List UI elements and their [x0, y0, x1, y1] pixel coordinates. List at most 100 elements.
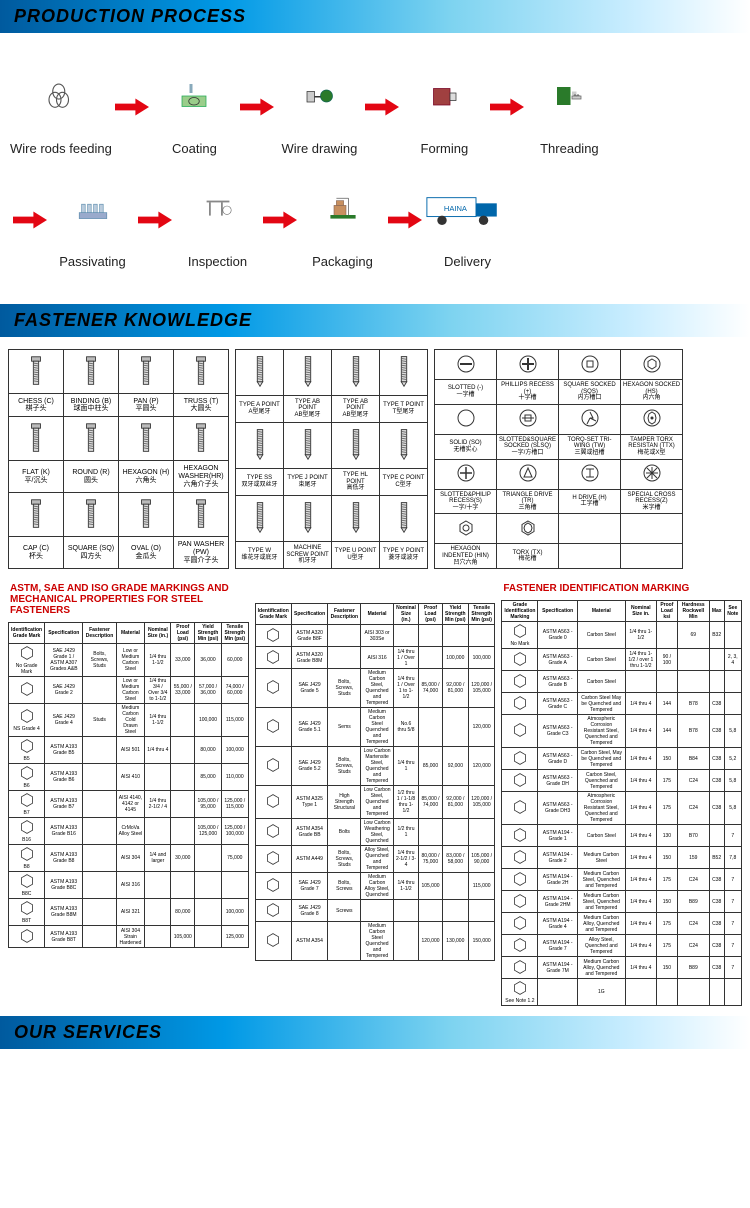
mark-cell [255, 625, 291, 647]
mark-cell [502, 649, 538, 671]
td: 85,000 / 74,000 [419, 786, 442, 819]
mark-cell: No Mark [502, 622, 538, 649]
mark-cell [502, 715, 538, 748]
process-step: HAINA Delivery [425, 171, 510, 269]
icon-cell [9, 493, 64, 537]
td: Carbon Steel, May be Quenched and Temper… [577, 748, 625, 770]
icon-cell [236, 350, 284, 396]
td: 80,000 [171, 899, 195, 926]
drive-label-cell: SLOTTED&SQUARE SOCKED (SLSQ)一字/方槽口 [497, 434, 559, 459]
td [656, 671, 677, 693]
drive-label-cell: TORQ-SET TRI-WING (TW)三翼或扭槽 [559, 434, 621, 459]
td: ASTM A563 - Grade C [538, 693, 577, 715]
label-cell: ROUND (R)圆头 [64, 461, 119, 493]
label-cell: OVAL (O)金瓜头 [119, 537, 174, 569]
mark-cell: See Note 1.2 [502, 979, 538, 1006]
process-icon [175, 171, 260, 246]
td: Bolts [328, 819, 361, 846]
td: Atmospheric Corrosion Resistant Steel, Q… [577, 715, 625, 748]
td: ASTM A563 - Grade B [538, 671, 577, 693]
process-row-2: Passivating Inspection Packaging HAINA D… [10, 171, 740, 269]
td [468, 900, 494, 922]
td: AISI 304 Strain Hardened [116, 926, 145, 948]
drive-icon-cell [497, 459, 559, 489]
th: Nominal Size (in.) [393, 604, 419, 625]
drive-label-cell: TRIANGLE DRIVE (TR)三角槽 [497, 489, 559, 514]
td: ASTM A354 [291, 922, 328, 961]
td [442, 625, 468, 647]
td: Low or Medium Carbon Steel [116, 677, 145, 704]
td: AISI 316 [116, 872, 145, 899]
td [419, 819, 442, 846]
svg-text:HAINA: HAINA [444, 203, 468, 212]
process-label: Wire rods feeding [10, 141, 112, 156]
drive-icon-cell [497, 350, 559, 380]
td [393, 625, 419, 647]
td: Low Carbon Weathering Steel, Quenched [361, 819, 393, 846]
td: 125,000 / 100,000 [221, 818, 248, 845]
td: ASTM A563 - Grade DH3 [538, 792, 577, 825]
td: Alloy Steel, Quenched and Tempered [577, 935, 625, 957]
td: 7 [724, 891, 741, 913]
mark-cell [502, 891, 538, 913]
process-step: Wire rods feeding [10, 58, 112, 156]
mark-cell [255, 747, 291, 786]
td [468, 819, 494, 846]
label-cell: TYPE Y POINT菱牙或波牙 [380, 541, 428, 569]
th: See Note [724, 601, 741, 622]
drive-label-cell: SLOTTED&PHILIP RECESS(S)一字/十字 [435, 489, 497, 514]
td [195, 926, 222, 948]
td: Medium Carbon Steel [577, 847, 625, 869]
arrow-icon [260, 183, 300, 258]
drive-types-table: SLOTTED (-)一字槽PHILLIPS RECESS (+)十字槽SQUA… [434, 349, 683, 569]
mark-cell [502, 957, 538, 979]
th: Identification Grade Mark [9, 623, 45, 644]
td: 105,000 / 95,000 [195, 791, 222, 818]
mark-cell [255, 922, 291, 961]
td: No.6 thru 5/8 [393, 708, 419, 747]
td: 175 [656, 770, 677, 792]
td: Carbon Steel [577, 825, 625, 847]
td: 80,000 [195, 737, 222, 764]
td: 7 [724, 935, 741, 957]
th: Nominal Size (in.) [145, 623, 171, 644]
icon-cell [380, 423, 428, 469]
td: AISI 4140, 4142 or 4145 [116, 791, 145, 818]
td [442, 873, 468, 900]
mark-cell [502, 748, 538, 770]
td: 55,000 / 33,000 [171, 677, 195, 704]
td [83, 818, 116, 845]
td: Studs [83, 704, 116, 737]
td [361, 900, 393, 922]
td: ASTM A193 Grade B8C [45, 872, 83, 899]
icon-cell [64, 493, 119, 537]
mark-cell [255, 846, 291, 873]
td: 1/2 thru 1 [393, 819, 419, 846]
td: C38 [709, 770, 724, 792]
td: SAE J429 Grade 5 [291, 669, 328, 708]
mech-right-table: Grade Identification MarkingSpecificatio… [501, 600, 742, 1006]
process-icon [152, 58, 237, 133]
process-step: Wire drawing [277, 58, 362, 156]
arrow-icon [362, 70, 402, 145]
section-header-services: OUR SERVICES [0, 1016, 750, 1049]
td: 150 [656, 957, 677, 979]
td: ASTM A194 - Grade 7M [538, 957, 577, 979]
label-cell: TYPE J POINT束尾牙 [284, 468, 332, 496]
td: 1/4 thru 4 [625, 957, 656, 979]
icon-cell [332, 496, 380, 542]
td [709, 979, 724, 1006]
td: 1/4 thru 4 [625, 891, 656, 913]
td [195, 899, 222, 926]
mark-cell: B8T [9, 899, 45, 926]
mark-cell [502, 847, 538, 869]
label-cell: CAP (C)杯头 [9, 537, 64, 569]
td [656, 979, 677, 1006]
td: 105,000 / 125,000 [195, 818, 222, 845]
td: C24 [677, 792, 709, 825]
td: Atmospheric Corrosion Resistant Steel, Q… [577, 792, 625, 825]
icon-cell [64, 350, 119, 394]
td [83, 926, 116, 948]
drive-icon-cell [621, 350, 683, 380]
drive-label-cell: PHILLIPS RECESS (+)十字槽 [497, 380, 559, 405]
